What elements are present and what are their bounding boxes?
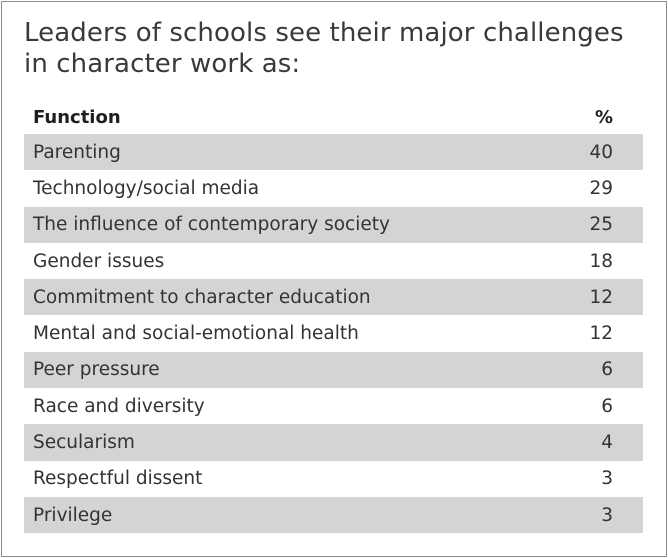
table-row: Respectful dissent 3 xyxy=(24,461,643,497)
table-header-row: Function % xyxy=(24,100,643,134)
percent-cell: 18 xyxy=(589,250,613,272)
table-row: Peer pressure 6 xyxy=(24,351,643,389)
percent-cell: 6 xyxy=(601,359,613,381)
function-cell: The influence of contemporary society xyxy=(33,214,390,236)
table-row: Secularism 4 xyxy=(24,424,643,461)
percent-cell: 4 xyxy=(601,432,613,454)
function-cell: Commitment to character education xyxy=(33,286,371,308)
percent-cell: 3 xyxy=(601,468,613,490)
percent-cell: 12 xyxy=(589,323,613,345)
function-cell: Secularism xyxy=(33,432,135,454)
page-title: Leaders of schools see their major chall… xyxy=(24,18,644,80)
table-row: Technology/social media 29 xyxy=(24,170,643,206)
title-line-1: Leaders of schools see their major chall… xyxy=(24,18,624,48)
title-line-2: in character work as: xyxy=(24,49,301,79)
table-row: Parenting 40 xyxy=(24,134,643,171)
table-row: Race and diversity 6 xyxy=(24,388,643,424)
function-cell: Peer pressure xyxy=(33,359,160,381)
table-row: Gender issues 18 xyxy=(24,243,643,279)
header-function: Function xyxy=(33,106,121,128)
function-cell: Mental and social-emotional health xyxy=(33,323,359,345)
function-cell: Respectful dissent xyxy=(33,468,203,490)
table-row: Mental and social-emotional health 12 xyxy=(24,315,643,351)
percent-cell: 40 xyxy=(589,141,613,163)
percent-cell: 25 xyxy=(589,214,613,236)
table-row: Privilege 3 xyxy=(24,496,643,534)
percent-cell: 3 xyxy=(601,504,613,526)
function-cell: Privilege xyxy=(33,504,113,526)
table-row: The influence of contemporary society 25 xyxy=(24,206,643,243)
percent-cell: 29 xyxy=(589,177,613,199)
percent-cell: 12 xyxy=(589,286,613,308)
table-row: Commitment to character education 12 xyxy=(24,279,643,316)
function-cell: Gender issues xyxy=(33,250,165,272)
challenges-table: Function % Parenting 40 Technology/socia… xyxy=(24,100,643,534)
function-cell: Technology/social media xyxy=(33,177,260,199)
function-cell: Race and diversity xyxy=(33,395,205,417)
header-percent: % xyxy=(594,106,613,128)
function-cell: Parenting xyxy=(33,141,121,163)
percent-cell: 6 xyxy=(601,395,613,417)
